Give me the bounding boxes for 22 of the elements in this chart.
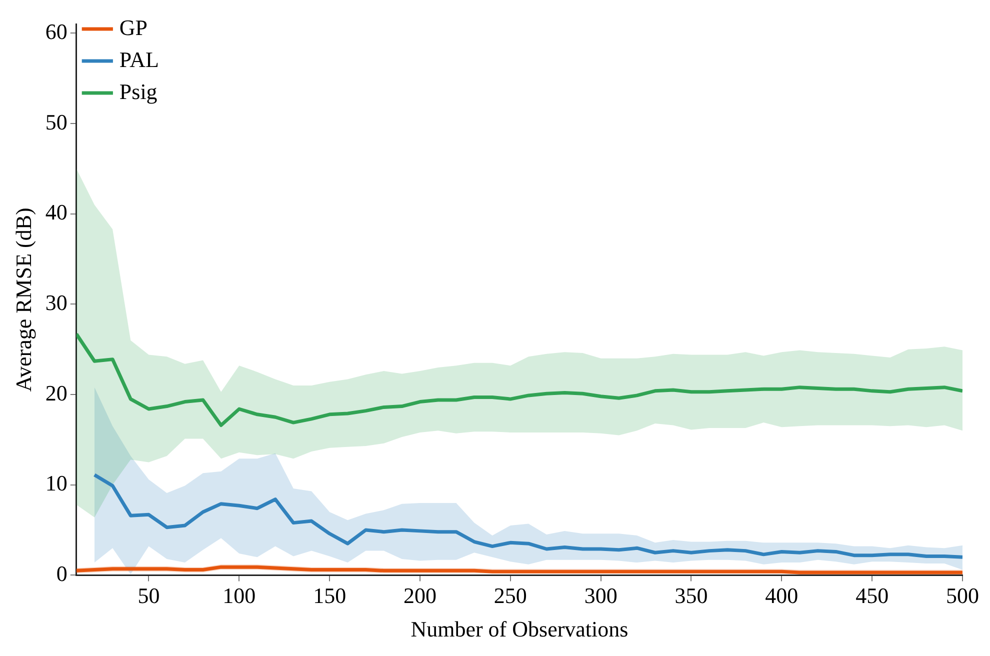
- x-tick-label: 400: [765, 583, 798, 608]
- x-tick-label: 250: [494, 583, 527, 608]
- legend-label: Psig: [119, 78, 158, 104]
- y-axis-title: Average RMSE (dB): [10, 208, 36, 392]
- y-tick-label: 30: [45, 290, 68, 315]
- y-tick-label: 10: [45, 470, 68, 496]
- x-tick-label: 350: [674, 583, 708, 608]
- legend-label: GP: [119, 14, 148, 40]
- x-tick-label: 150: [313, 583, 346, 608]
- y-tick-label: 40: [45, 200, 68, 225]
- x-tick-label: 100: [222, 583, 256, 608]
- x-tick-label: 50: [138, 583, 160, 608]
- y-tick-label: 50: [45, 109, 68, 134]
- x-tick-label: 450: [856, 583, 889, 608]
- legend-label: PAL: [119, 46, 159, 72]
- y-tick-label: 0: [56, 560, 68, 586]
- x-axis-title: Number of Observations: [410, 616, 628, 642]
- y-tick-label: 60: [45, 19, 68, 44]
- x-tick-label: 500: [946, 583, 979, 608]
- x-tick-label: 200: [403, 583, 436, 608]
- y-tick-label: 20: [45, 380, 68, 406]
- x-tick-label: 300: [584, 583, 618, 608]
